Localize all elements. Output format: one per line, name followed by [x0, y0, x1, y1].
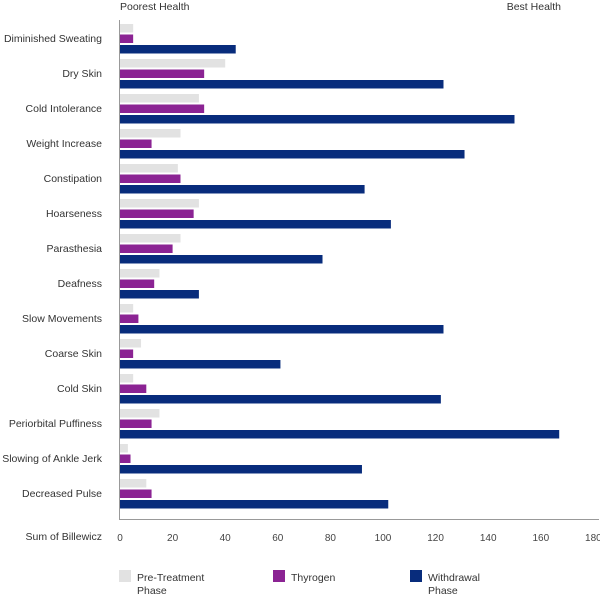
bar	[120, 419, 152, 428]
bar	[120, 34, 134, 43]
bar	[120, 339, 142, 348]
x-tick-label: 60	[272, 533, 284, 544]
category-label: Coarse Skin	[45, 348, 102, 360]
x-tick-label: 20	[167, 533, 179, 544]
legend-label: Withdrawal	[428, 572, 480, 584]
bar	[120, 290, 199, 299]
category-label: Hoarseness	[46, 208, 102, 220]
x-tick-label: 180	[585, 533, 600, 544]
bar	[120, 269, 160, 278]
bar	[120, 304, 134, 313]
x-tick-labels: 0 20 40 60 80 100 120 140 160 180	[117, 533, 600, 544]
x-tick-label: 80	[325, 533, 337, 544]
bar	[120, 104, 205, 113]
bar	[120, 395, 441, 404]
bar	[120, 489, 152, 498]
category-label: Parasthesia	[47, 243, 103, 255]
bar	[120, 430, 560, 439]
bar	[120, 139, 152, 148]
bar	[120, 150, 465, 159]
x-tick-label: 40	[220, 533, 232, 544]
top-right-label: Best Health	[507, 1, 561, 13]
bar	[120, 174, 181, 183]
x-axis-label: Sum of Billewicz	[26, 531, 102, 543]
bar	[120, 325, 444, 334]
bar	[120, 314, 139, 323]
bar	[120, 384, 147, 393]
category-label: Decreased Pulse	[22, 488, 102, 500]
bar	[120, 209, 194, 218]
bars	[120, 24, 560, 509]
category-label: Constipation	[44, 173, 103, 185]
legend-label: Phase	[137, 585, 167, 597]
bar	[120, 164, 178, 173]
category-label: Cold Skin	[57, 383, 102, 395]
bar	[120, 465, 362, 474]
bar	[120, 80, 444, 89]
bar	[120, 279, 155, 288]
category-label: Slow Movements	[22, 313, 102, 325]
bar	[120, 24, 134, 33]
bar	[120, 409, 160, 418]
x-tick-label: 100	[375, 533, 392, 544]
bar	[120, 185, 365, 194]
category-label: Dry Skin	[62, 68, 102, 80]
legend-label: Pre-Treatment	[137, 572, 204, 584]
legend-label: Thyrogen	[291, 572, 336, 584]
bar	[120, 129, 181, 138]
bar	[120, 349, 134, 358]
bar	[120, 500, 389, 509]
category-label: Diminished Sweating	[4, 33, 102, 45]
legend-swatch	[273, 570, 285, 582]
bar	[120, 234, 181, 243]
legend-swatch	[410, 570, 422, 582]
category-label: Cold Intolerance	[26, 103, 103, 115]
x-tick-label: 160	[532, 533, 549, 544]
bar	[120, 220, 391, 229]
category-label: Periorbital Puffiness	[9, 418, 102, 430]
category-labels: Diminished Sweating Dry Skin Cold Intolera…	[2, 33, 103, 500]
top-left-label: Poorest Health	[120, 1, 190, 13]
bar	[120, 360, 281, 369]
bar	[120, 479, 147, 488]
bar	[120, 255, 323, 264]
category-label: Deafness	[58, 278, 102, 290]
bar	[120, 444, 128, 453]
bar	[120, 59, 226, 68]
bar	[120, 454, 131, 463]
x-tick-label: 0	[117, 533, 123, 544]
category-label: Weight Increase	[26, 138, 102, 150]
bar	[120, 374, 134, 383]
bar	[120, 199, 199, 208]
legend-swatch	[119, 570, 131, 582]
bar	[120, 69, 205, 78]
bar	[120, 115, 515, 124]
legend-label: Phase	[428, 585, 458, 597]
x-tick-label: 140	[480, 533, 497, 544]
category-label: Slowing of Ankle Jerk	[2, 453, 103, 465]
bar	[120, 244, 173, 253]
x-tick-label: 120	[427, 533, 444, 544]
bar	[120, 94, 199, 103]
bar	[120, 45, 236, 54]
